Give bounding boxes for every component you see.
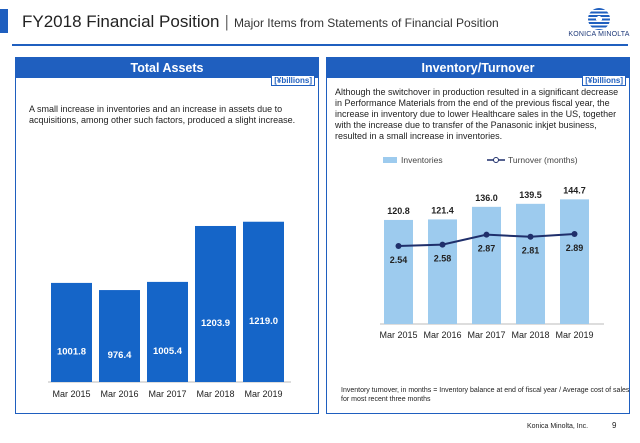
inventory-heading: Inventory/Turnover: [327, 58, 629, 78]
title-separator: |: [224, 12, 229, 31]
header-accent-bar: [0, 9, 8, 33]
title-text: FY2018 Financial Position: [22, 12, 220, 31]
total-assets-bar: [51, 282, 92, 382]
turnover-value-label: 2.87: [478, 244, 496, 254]
turnover-value-label: 2.54: [390, 255, 408, 265]
company-logo: KONICA MINOLTA: [566, 8, 632, 42]
inventory-bar: [384, 219, 413, 324]
x-tick-label: Mar 2019: [555, 330, 593, 340]
inventory-bar: [516, 203, 545, 324]
x-tick-label: Mar 2015: [379, 330, 417, 340]
turnover-footnote: Inventory turnover, in months = Inventor…: [341, 387, 630, 403]
globe-icon: [588, 8, 610, 30]
inventory-value-label: 121.4: [431, 205, 454, 215]
total-assets-heading: Total Assets: [16, 58, 318, 78]
turnover-value-label: 2.58: [434, 254, 452, 264]
x-tick-label: Mar 2019: [244, 389, 282, 399]
legend-label-inventories: Inventories: [401, 155, 443, 165]
turnover-point: [571, 231, 578, 237]
bar-value-label: 1203.9: [201, 318, 230, 329]
total-assets-bar: [195, 225, 236, 382]
bar-value-label: 1219.0: [249, 316, 278, 327]
inventory-value-label: 139.5: [519, 190, 542, 200]
x-tick-label: Mar 2018: [196, 389, 234, 399]
total-assets-bar: [147, 281, 188, 382]
turnover-point: [395, 243, 402, 249]
inventory-bar: [560, 199, 589, 324]
inventory-bar: [472, 206, 501, 324]
turnover-point: [483, 231, 490, 238]
total-assets-unit: [¥billions]: [271, 75, 315, 86]
x-tick-label: Mar 2017: [148, 389, 186, 399]
turnover-value-label: 2.81: [522, 246, 540, 256]
total-assets-chart: 1001.8 Mar 2015 976.4 Mar 2016 1005.4 Mar 201…: [48, 221, 291, 399]
x-tick-label: Mar 2018: [511, 330, 549, 340]
inventory-description: Although the switchover in production re…: [335, 87, 619, 141]
page-number: 9: [612, 421, 617, 430]
x-tick-label: Mar 2016: [423, 330, 461, 340]
inventory-value-label: 136.0: [475, 193, 498, 203]
turnover-value-label: 2.89: [566, 243, 584, 253]
inventory-value-label: 120.8: [387, 206, 410, 216]
legend-label-turnover: Turnover (months): [508, 155, 578, 165]
inventory-bar: [428, 219, 457, 324]
inventory-unit: [¥billions]: [582, 75, 626, 86]
bar-value-label: 1005.4: [153, 346, 183, 357]
logo-text: KONICA MINOLTA: [568, 31, 630, 38]
footer-company: Konica Minolta, Inc.: [527, 423, 589, 430]
inventory-chart: Inventories Turnover (months) 120.8 Mar 201…: [379, 155, 604, 340]
inventory-panel: Inventory/Turnover [¥billions] Although …: [326, 57, 630, 414]
bar-value-label: 1001.8: [57, 346, 86, 357]
header-divider: [12, 44, 628, 46]
page-title: FY2018 Financial Position | Major Items fr…: [22, 12, 499, 32]
total-assets-bar: [243, 221, 284, 382]
turnover-point: [527, 233, 534, 240]
x-tick-label: Mar 2015: [52, 389, 90, 399]
bar-value-label: 976.4: [108, 350, 132, 361]
x-tick-label: Mar 2017: [467, 330, 505, 340]
x-tick-label: Mar 2016: [100, 389, 138, 399]
legend-swatch-inventories: [383, 157, 397, 163]
turnover-point: [439, 241, 446, 248]
inventory-value-label: 144.7: [563, 185, 586, 195]
total-assets-bar: [99, 290, 140, 382]
total-assets-panel: Total Assets [¥billions] A small increas…: [15, 57, 319, 414]
page-subtitle: Major Items from Statements of Financial…: [233, 16, 499, 30]
legend-marker-turnover: [493, 157, 499, 163]
total-assets-description: A small increase in inventories and an i…: [29, 104, 296, 125]
